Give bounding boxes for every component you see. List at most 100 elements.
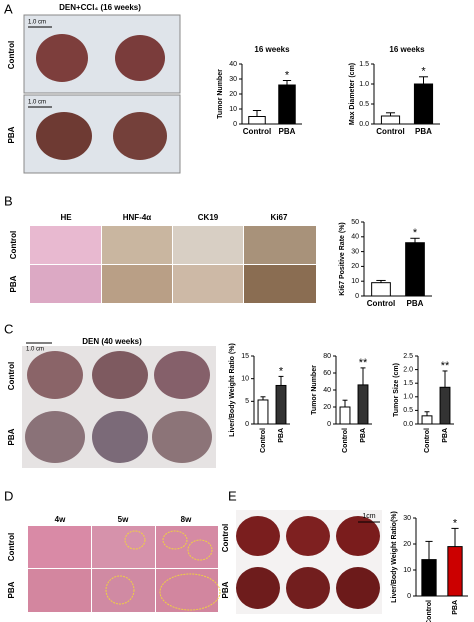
chart-title: 16 weeks <box>389 45 425 54</box>
y-tick-label: 0 <box>233 121 237 128</box>
liver <box>152 411 212 463</box>
row-label: PBA <box>221 581 230 598</box>
histology <box>244 265 316 303</box>
x-tick-label: Control <box>342 428 349 453</box>
scale-text: 1.0 cm <box>28 20 46 26</box>
x-tick-label: PBA <box>279 127 296 136</box>
bar <box>439 386 451 425</box>
lesion-outline <box>159 573 221 611</box>
y-tick-label: 10 <box>403 567 411 574</box>
y-tick-label: 15 <box>241 353 249 360</box>
y-tick-label: 50 <box>351 219 359 226</box>
y-tick-label: 0.0 <box>403 421 413 428</box>
histology <box>28 569 91 612</box>
y-tick-label: 5 <box>245 398 249 405</box>
liver <box>236 516 280 556</box>
y-axis-label: Liver/Body Weight Ratio(%) <box>391 511 398 603</box>
row-label: PBA <box>7 581 16 598</box>
lesion-outline <box>187 539 213 561</box>
lesion-outline <box>162 530 188 550</box>
bar <box>380 115 401 125</box>
bar <box>405 242 425 297</box>
histology <box>102 226 172 264</box>
row-label: PBA <box>7 126 16 143</box>
histology <box>30 226 101 264</box>
x-tick-label: Control <box>426 600 433 622</box>
y-tick-label: 40 <box>351 234 359 241</box>
histology <box>173 265 243 303</box>
histology <box>30 265 101 303</box>
y-tick-label: 30 <box>403 515 411 522</box>
lesion-outline <box>124 530 146 550</box>
panel-label: C <box>4 321 13 336</box>
lesion-outline <box>105 575 135 605</box>
bar <box>275 384 287 425</box>
histology <box>92 526 155 568</box>
significance: ** <box>441 360 450 372</box>
bar <box>447 546 463 597</box>
column-label: HNF-4α <box>123 213 152 222</box>
y-tick-label: 2.5 <box>403 353 413 360</box>
bar <box>257 399 269 425</box>
y-tick-label: 80 <box>323 353 331 360</box>
bar <box>357 384 369 425</box>
histology <box>28 526 91 568</box>
liver <box>336 567 380 609</box>
liver <box>115 35 165 81</box>
y-axis-label: Liver/Body Weight Ratio (%) <box>229 343 236 437</box>
significance: * <box>413 227 418 239</box>
bar <box>413 83 434 125</box>
column-label: HE <box>60 213 72 222</box>
column-label: 5w <box>118 515 129 524</box>
y-tick-label: 0 <box>407 593 411 600</box>
panel-label: E <box>228 488 237 503</box>
panel-title: DEN (40 weeks) <box>82 337 142 346</box>
y-tick-label: 40 <box>229 61 237 68</box>
scale-text: 1.0 cm <box>28 100 46 106</box>
y-tick-label: 20 <box>403 541 411 548</box>
x-tick-label: PBA <box>442 428 449 443</box>
y-axis-label: Ki67 Positive Rate (%) <box>339 222 346 296</box>
panel-label: D <box>4 488 13 503</box>
panel-title: DEN+CCl₄ (16 weeks) <box>59 3 141 12</box>
y-tick-label: 20 <box>323 404 331 411</box>
row-label: Control <box>9 231 18 259</box>
histology <box>102 265 172 303</box>
column-label: Ki67 <box>271 213 288 222</box>
liver <box>286 516 330 556</box>
y-tick-label: 40 <box>323 387 331 394</box>
y-tick-label: 1.0 <box>359 81 369 88</box>
row-label: Control <box>221 524 230 552</box>
histology <box>244 226 316 264</box>
liver <box>25 411 85 463</box>
bar <box>278 84 296 125</box>
y-tick-label: 0 <box>355 293 359 300</box>
y-tick-label: 30 <box>229 76 237 83</box>
panel-label: A <box>4 1 13 16</box>
row-label: PBA <box>7 428 16 445</box>
y-tick-label: 10 <box>229 106 237 113</box>
scale-text: 1cm <box>362 513 375 520</box>
x-tick-label: PBA <box>278 428 285 443</box>
chart-title: 16 weeks <box>254 45 290 54</box>
bar <box>371 282 391 297</box>
x-tick-label: PBA <box>407 299 424 308</box>
y-tick-label: 0 <box>327 421 331 428</box>
significance: ** <box>359 357 368 369</box>
significance: * <box>421 66 426 78</box>
significance: * <box>285 69 290 81</box>
x-tick-label: PBA <box>360 428 367 443</box>
liver <box>336 516 380 556</box>
x-tick-label: Control <box>243 127 271 136</box>
column-label: CK19 <box>198 213 219 222</box>
x-tick-label: Control <box>376 127 404 136</box>
histology <box>156 569 218 612</box>
row-label: Control <box>7 41 16 69</box>
y-tick-label: 30 <box>351 248 359 255</box>
y-tick-label: 1.5 <box>403 380 413 387</box>
x-tick-label: Control <box>260 428 267 453</box>
x-tick-label: Control <box>424 428 431 453</box>
scale-text: 1.0 cm <box>26 347 44 353</box>
y-tick-label: 10 <box>351 278 359 285</box>
